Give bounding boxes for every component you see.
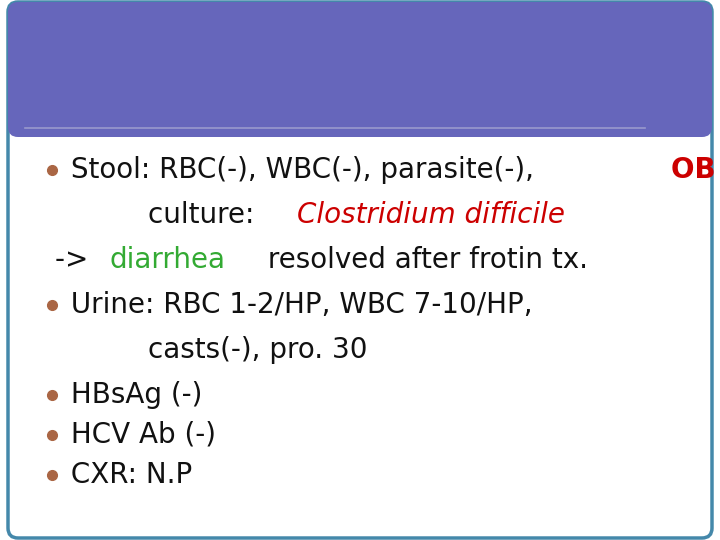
Text: diarrhea: diarrhea xyxy=(109,246,225,274)
FancyBboxPatch shape xyxy=(8,2,712,137)
Text: Clostridium difficile: Clostridium difficile xyxy=(297,201,564,229)
Text: culture:: culture: xyxy=(148,201,264,229)
FancyBboxPatch shape xyxy=(8,2,712,538)
Text: Urine: RBC 1-2/HP, WBC 7-10/HP,: Urine: RBC 1-2/HP, WBC 7-10/HP, xyxy=(62,291,533,319)
Bar xyxy=(18,107,702,127)
Text: HBsAg (-): HBsAg (-) xyxy=(62,381,202,409)
Text: resolved after frotin tx.: resolved after frotin tx. xyxy=(259,246,588,274)
Text: ->: -> xyxy=(55,246,97,274)
Text: CXR: N.P: CXR: N.P xyxy=(62,461,192,489)
Text: casts(-), pro. 30: casts(-), pro. 30 xyxy=(148,336,367,364)
Text: Stool: RBC(-), WBC(-), parasite(-),: Stool: RBC(-), WBC(-), parasite(-), xyxy=(62,156,534,184)
Text: HCV Ab (-): HCV Ab (-) xyxy=(62,421,216,449)
Text: OB 3+: OB 3+ xyxy=(671,156,720,184)
